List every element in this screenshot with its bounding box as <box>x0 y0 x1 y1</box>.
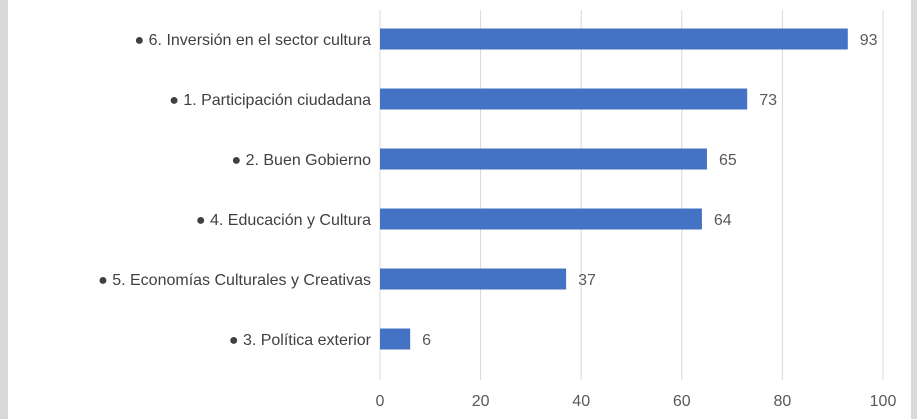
category-label: ● 6. Inversión en el sector cultura <box>135 32 372 49</box>
data-labels: 93 73 65 64 37 6 <box>422 32 878 349</box>
bar <box>380 28 848 50</box>
data-label: 64 <box>714 212 732 229</box>
bar <box>380 268 567 290</box>
x-tick-label: 100 <box>870 393 897 410</box>
category-label: ● 1. Participación ciudadana <box>169 92 371 109</box>
data-label: 6 <box>422 332 431 349</box>
bar <box>380 148 707 170</box>
x-tick-labels: 0 20 40 60 80 100 <box>376 393 897 410</box>
data-label: 37 <box>578 272 596 289</box>
x-tick-label: 60 <box>673 393 691 410</box>
x-tick-label: 40 <box>572 393 590 410</box>
x-tick-label: 20 <box>472 393 490 410</box>
x-tick-label: 0 <box>376 393 385 410</box>
data-label: 73 <box>759 92 777 109</box>
chart-frame: ● 6. Inversión en el sector cultura ● 1. … <box>8 0 911 419</box>
bar-chart: ● 6. Inversión en el sector cultura ● 1. … <box>98 10 897 410</box>
category-labels: ● 6. Inversión en el sector cultura ● 1. … <box>98 32 372 349</box>
x-tick-label: 80 <box>774 393 792 410</box>
grid-lines <box>379 10 884 380</box>
data-label: 93 <box>860 32 878 49</box>
category-label: ● 3. Política exterior <box>229 332 372 349</box>
category-label: ● 2. Buen Gobierno <box>231 152 371 169</box>
category-label: ● 5. Economías Culturales y Creativas <box>98 272 371 289</box>
bar <box>380 208 702 230</box>
bar <box>380 328 411 350</box>
bar <box>380 88 748 110</box>
category-label: ● 4. Educación y Cultura <box>196 212 371 229</box>
data-label: 65 <box>719 152 737 169</box>
bars <box>380 28 848 350</box>
